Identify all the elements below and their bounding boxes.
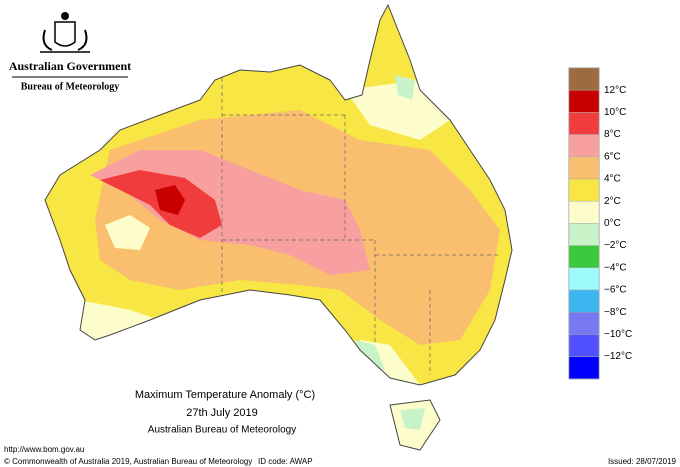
header-government: Australian Government xyxy=(9,59,131,73)
legend-swatch xyxy=(568,223,600,246)
legend-label: −2°C xyxy=(604,240,627,251)
legend-swatch xyxy=(568,289,600,313)
state-borders xyxy=(221,78,500,375)
legend-swatch xyxy=(568,245,600,269)
legend-label: 6°C xyxy=(604,151,621,162)
legend-swatch xyxy=(568,356,600,380)
map-title: Maximum Temperature Anomaly (°C) xyxy=(135,389,315,401)
map-date: 27th July 2019 xyxy=(186,407,258,419)
footer-copyright: © Commonwealth of Australia 2019, Austra… xyxy=(4,457,252,466)
legend-swatch xyxy=(568,200,600,224)
legend-label: 12°C xyxy=(604,85,626,96)
legend-label: 10°C xyxy=(604,107,626,118)
footer-url: http://www.bom.gov.au xyxy=(4,445,84,454)
legend-swatch xyxy=(568,178,600,202)
legend-swatch xyxy=(568,89,600,113)
map-source: Australian Bureau of Meteorology xyxy=(148,425,296,436)
legend-swatch xyxy=(568,112,600,135)
legend-swatch xyxy=(568,311,600,335)
footer-issued: Issued: 28/07/2019 xyxy=(608,457,677,466)
legend-swatch xyxy=(568,67,600,91)
legend-swatch xyxy=(568,267,600,291)
legend-label: 4°C xyxy=(604,174,621,185)
header-bureau: Bureau of Meteorology xyxy=(21,81,120,92)
legend: 12°C 10°C 8°C 6°C 4°C 2°C 0°C −2°C −4°C −6°C −8°C −… xyxy=(568,67,632,380)
legend-swatch xyxy=(568,334,600,357)
crest xyxy=(40,12,90,53)
legend-swatch xyxy=(568,156,600,180)
footer-id: ID code: AWAP xyxy=(258,457,313,466)
legend-label: 8°C xyxy=(604,129,621,140)
legend-label: −4°C xyxy=(604,262,627,273)
legend-swatch xyxy=(568,134,600,158)
legend-label: −8°C xyxy=(604,307,627,318)
legend-label: 0°C xyxy=(604,218,621,229)
legend-label: −10°C xyxy=(604,329,632,340)
legend-label: 2°C xyxy=(604,196,621,207)
coastline xyxy=(44,3,513,451)
legend-label: −6°C xyxy=(604,285,627,296)
legend-label: −12°C xyxy=(604,351,632,362)
